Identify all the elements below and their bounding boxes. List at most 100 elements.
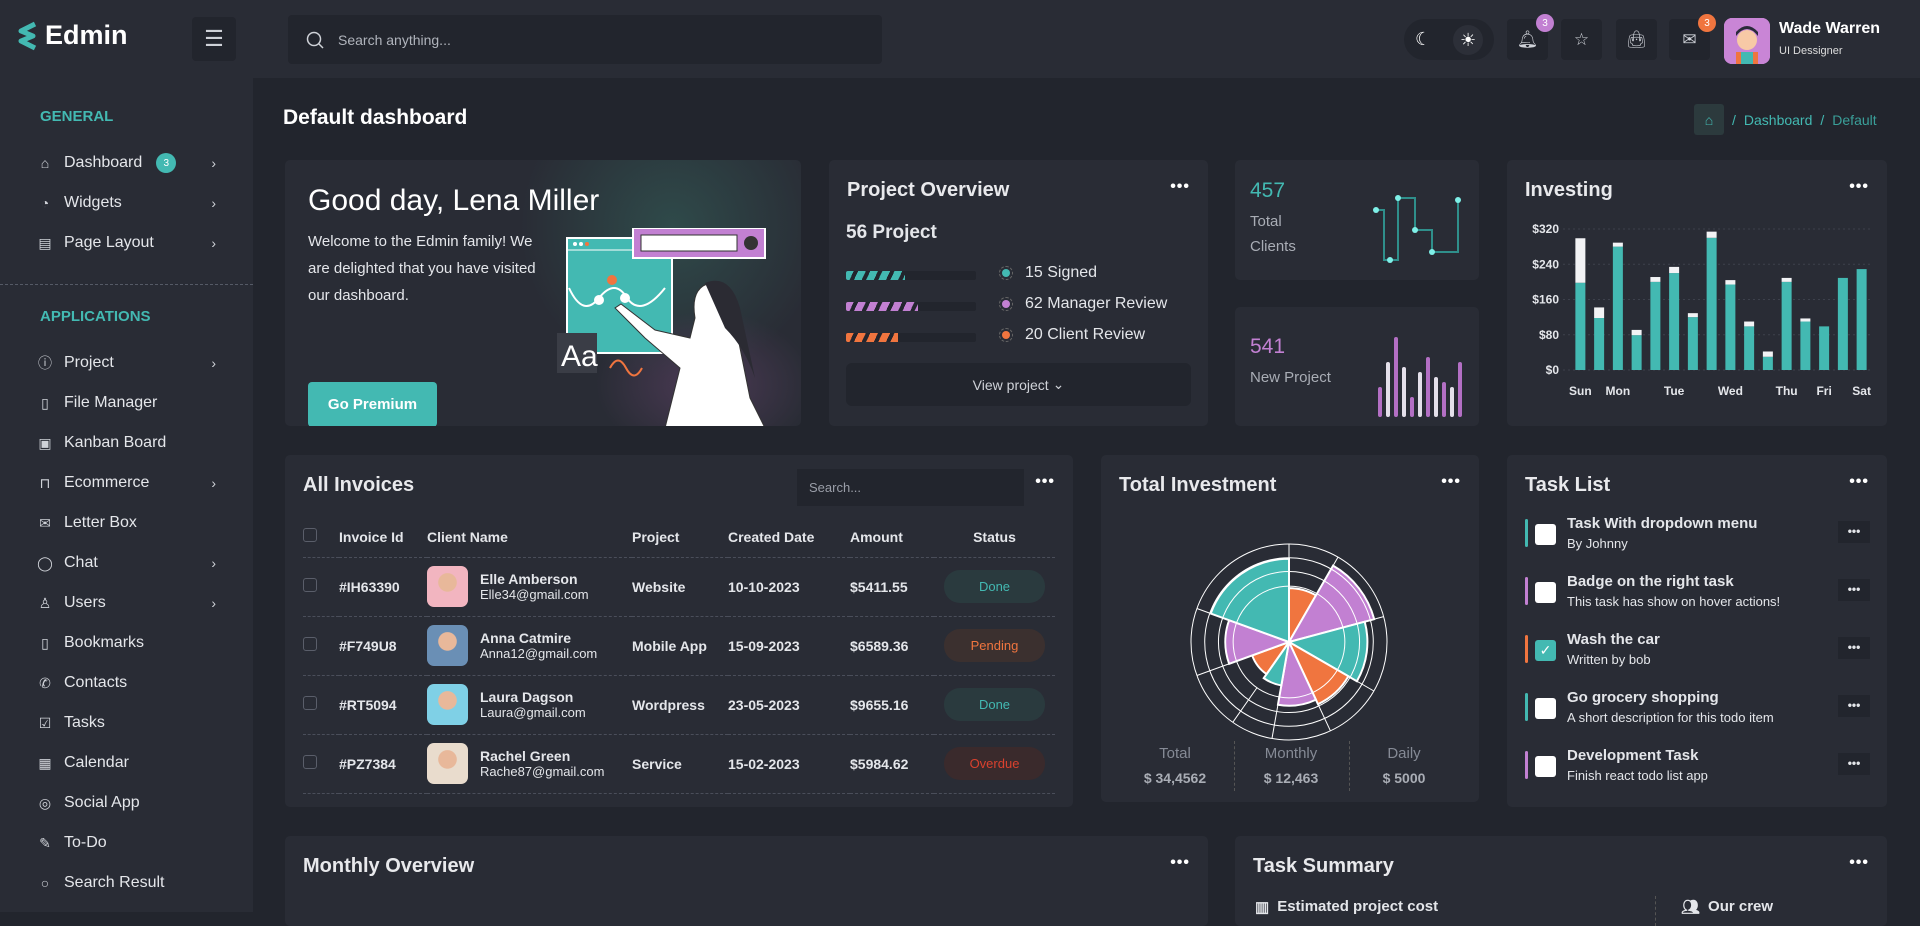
sidebar-section-general: GENERAL: [40, 108, 114, 125]
sidebar-item-calendar[interactable]: ▦ Calendar: [36, 748, 216, 778]
polar-spoke: [1337, 669, 1375, 692]
stat-divider: [1234, 741, 1235, 791]
sidebar-item-bookmarks[interactable]: ▯ Bookmarks: [36, 628, 216, 658]
logo[interactable]: Edmin: [15, 20, 128, 51]
new-project-card: 541 New Project: [1235, 307, 1479, 426]
breadcrumb-home[interactable]: ⌂: [1694, 104, 1724, 135]
stat-label: Total: [1159, 745, 1191, 762]
task-checkbox[interactable]: [1535, 582, 1556, 603]
task-checkbox[interactable]: [1535, 756, 1556, 777]
notification-button[interactable]: 🔔︎ 3: [1507, 14, 1554, 60]
sidebar-item-social-app[interactable]: ◎ Social App: [36, 788, 216, 818]
file-icon: ▯: [41, 394, 49, 411]
total-clients-card: 457 Total Clients: [1235, 160, 1479, 280]
row-checkbox[interactable]: [303, 696, 317, 710]
more-menu-button[interactable]: •••: [1441, 473, 1461, 490]
invoice-id: #RT5094: [339, 675, 427, 735]
user-avatar[interactable]: [1724, 18, 1770, 64]
task-checkbox[interactable]: [1535, 698, 1556, 719]
more-menu-button[interactable]: •••: [1849, 178, 1869, 195]
sidebar-item-tasks[interactable]: ☑ Tasks: [36, 708, 216, 738]
sidebar-item-contacts[interactable]: ✆ Contacts: [36, 668, 216, 698]
project: Mobile App: [632, 616, 728, 676]
global-search[interactable]: [288, 15, 882, 64]
sidebar-item-widgets[interactable]: ◔ Widgets ›: [36, 188, 216, 218]
task-title: Badge on the right task: [1567, 573, 1734, 590]
sidebar-item-search-result[interactable]: ○ Search Result: [36, 868, 216, 898]
amount: $6589.36: [850, 616, 934, 676]
bar-base: [1856, 269, 1867, 370]
sun-icon[interactable]: ☀: [1453, 24, 1484, 55]
more-menu-button[interactable]: •••: [1035, 473, 1055, 490]
star-icon: ☆: [1573, 29, 1590, 49]
invoices-table: Invoice Id Client Name Project Created D…: [303, 517, 1055, 794]
task-menu-button[interactable]: •••: [1838, 753, 1870, 775]
sidebar-item-file-manager[interactable]: ▯ File Manager: [36, 388, 216, 418]
task-color-bar: [1525, 693, 1528, 721]
stat-value: $ 12,463: [1263, 770, 1319, 786]
legend-item: 15 Signed: [999, 264, 1097, 282]
task-menu-button[interactable]: •••: [1838, 521, 1870, 543]
more-menu-button[interactable]: •••: [1849, 854, 1869, 871]
mini-bar: [1378, 387, 1382, 417]
theme-toggle[interactable]: ☾ ☀: [1404, 19, 1494, 60]
breadcrumb-dashboard[interactable]: Dashboard: [1743, 111, 1813, 128]
sidebar-item-chat[interactable]: ◯ Chat ›: [36, 548, 216, 578]
search-icon: ○: [40, 875, 50, 891]
camera-icon: ◎: [38, 794, 52, 811]
sidebar-item-users[interactable]: ♙ Users ›: [36, 588, 216, 618]
moon-icon[interactable]: ☾: [1414, 29, 1432, 49]
task-item: ✓ Wash the car Written by bob •••: [1525, 631, 1870, 675]
select-all-checkbox[interactable]: [303, 528, 317, 543]
sidebar-item-letter-box[interactable]: ✉ Letter Box: [36, 508, 216, 538]
row-checkbox[interactable]: [303, 637, 317, 651]
sidebar-item-page-layout[interactable]: ▤ Page Layout ›: [36, 228, 216, 258]
sidebar-item-project[interactable]: ⓘ Project ›: [36, 348, 216, 378]
row-checkbox[interactable]: [303, 578, 317, 592]
task-menu-button[interactable]: •••: [1838, 579, 1870, 601]
cart-button[interactable]: 👜︎: [1616, 19, 1657, 60]
task-menu-button[interactable]: •••: [1838, 637, 1870, 659]
chevron-right-icon: ›: [211, 475, 216, 491]
view-project-label: View project: [972, 376, 1049, 393]
menu-toggle-button[interactable]: ☰: [192, 17, 236, 61]
new-project-label: New Project: [1250, 369, 1331, 386]
task-menu-button[interactable]: •••: [1838, 695, 1870, 717]
bar-base: [1781, 281, 1792, 370]
more-menu-button[interactable]: •••: [1170, 178, 1190, 195]
status-badge: Done: [944, 688, 1045, 721]
go-premium-button[interactable]: Go Premium: [308, 382, 437, 426]
bar-base: [1650, 281, 1661, 370]
bar-top: [1800, 318, 1811, 322]
search-input[interactable]: [338, 31, 838, 48]
row-checkbox[interactable]: [303, 755, 317, 769]
polar-ring: [1232, 585, 1346, 699]
sidebar-item-label: Kanban Board: [64, 434, 167, 451]
legend-label: 15 Signed: [1025, 264, 1098, 281]
sidebar-item-kanban-board[interactable]: ▣ Kanban Board: [36, 428, 216, 458]
chevron-right-icon: ›: [211, 355, 216, 371]
col-project: Project: [632, 517, 728, 558]
sidebar-item-label: Tasks: [64, 714, 105, 731]
sidebar-item-to-do[interactable]: ✎ To-Do: [36, 828, 216, 858]
view-project-button[interactable]: View project ⌄: [846, 363, 1191, 406]
more-menu-button[interactable]: •••: [1849, 473, 1869, 490]
sidebar-item-label: Widgets: [64, 194, 122, 211]
amount: $9655.16: [850, 675, 934, 735]
bar-top: [1744, 321, 1755, 327]
task-checkbox[interactable]: [1535, 524, 1556, 545]
more-menu-button[interactable]: •••: [1170, 854, 1190, 871]
avatar-illustration: [1724, 18, 1770, 64]
bookmark-button[interactable]: ☆: [1561, 19, 1602, 60]
client-cell: Laura Dagson Laura@gmail.com: [427, 684, 632, 725]
sidebar-item-label: Users: [64, 594, 106, 611]
sidebar-item-dashboard[interactable]: ⌂ Dashboard 3 ›: [36, 148, 216, 178]
messages-button[interactable]: ✉ 3: [1669, 14, 1716, 60]
invoice-search-input[interactable]: [797, 469, 1024, 506]
task-checkbox[interactable]: ✓: [1535, 640, 1556, 661]
client-email: Elle34@gmail.com: [480, 587, 589, 602]
user-name[interactable]: Wade Warren: [1779, 20, 1881, 37]
welcome-illustration: Aa: [557, 228, 766, 426]
legend-label: 62 Manager Review: [1025, 295, 1168, 312]
sidebar-item-ecommerce[interactable]: ⊓ Ecommerce ›: [36, 468, 216, 498]
